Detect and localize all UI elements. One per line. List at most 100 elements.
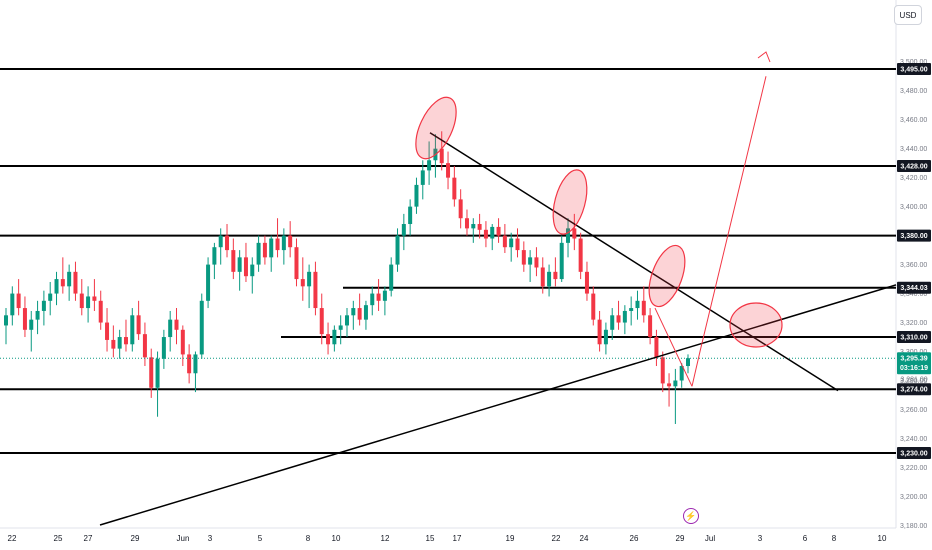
x-tick-label: 8 <box>306 534 311 543</box>
x-tick-label: 24 <box>580 534 589 543</box>
candle-body <box>16 293 21 309</box>
level-tag <box>897 331 931 344</box>
last-price-label: 3,295.39 <box>900 356 927 363</box>
level-label: 3,380.00 <box>900 233 927 240</box>
candle-body <box>616 315 621 323</box>
candle-body <box>73 271 78 294</box>
x-tick-label: 5 <box>258 534 263 543</box>
candle-body <box>35 310 40 320</box>
candle-body <box>496 226 501 236</box>
candle-body <box>395 235 400 265</box>
candle-body <box>578 238 583 272</box>
countdown-label: 03:16:19 <box>900 365 928 372</box>
candle-body <box>515 238 520 251</box>
candle-body <box>483 229 488 239</box>
candle-body <box>338 325 343 330</box>
candle-body <box>206 264 211 301</box>
candle-body <box>439 148 444 164</box>
candle-body <box>471 224 476 229</box>
highlight-ellipse <box>415 96 457 160</box>
x-tick-label: 3 <box>208 534 213 543</box>
candle-body <box>326 334 331 345</box>
candle-body <box>521 250 526 265</box>
candle-body <box>464 218 469 229</box>
y-tick-label: 3,480.00 <box>900 88 927 95</box>
candle-body <box>218 235 223 248</box>
candle-body <box>622 310 627 323</box>
candle-body <box>250 264 255 277</box>
candle-body <box>408 206 413 225</box>
x-tick-label: 19 <box>506 534 515 543</box>
y-tick-label: 3,340.00 <box>900 291 927 298</box>
x-tick-label: 27 <box>84 534 93 543</box>
x-tick-label: 22 <box>552 534 561 543</box>
projection-line <box>691 76 767 387</box>
candle-body <box>237 257 242 272</box>
candle-body <box>123 337 128 345</box>
candle-body <box>654 337 659 358</box>
x-tick-label: 29 <box>131 534 140 543</box>
x-tick-label: 6 <box>803 534 808 543</box>
candle-body <box>29 319 34 330</box>
candle-body <box>382 290 387 301</box>
candle-body <box>161 337 166 359</box>
y-tick-label: 3,460.00 <box>900 117 927 124</box>
candle-body <box>98 300 103 323</box>
level-label: 3,344.03 <box>900 285 927 292</box>
candle-body <box>641 300 646 316</box>
level-tag <box>897 383 931 396</box>
candle-body <box>540 267 545 287</box>
candle-body <box>136 315 141 335</box>
candle-body <box>269 238 274 258</box>
candle-body <box>105 322 110 340</box>
y-tick-label: 3,500.00 <box>900 59 927 66</box>
highlight-ellipse <box>648 244 686 308</box>
level-label: 3,310.00 <box>900 335 927 342</box>
candle-body <box>553 271 558 280</box>
trend-line <box>99 284 897 526</box>
trend-line <box>429 132 839 392</box>
candle-body <box>22 308 27 330</box>
candle-body <box>117 337 122 349</box>
level-label: 3,274.00 <box>900 387 927 394</box>
candle-body <box>155 358 160 388</box>
x-tick-label: 10 <box>332 534 341 543</box>
candle-body <box>591 293 596 320</box>
candle-body <box>679 366 684 381</box>
candle-body <box>660 357 665 384</box>
candle-body <box>351 308 356 316</box>
level-tag <box>897 62 931 75</box>
candle-body <box>288 235 293 248</box>
lightning-icon[interactable]: ⚡ <box>683 508 699 524</box>
candle-body <box>547 271 552 287</box>
x-tick-label: 29 <box>676 534 685 543</box>
x-tick-label: 10 <box>878 534 887 543</box>
candle-body <box>231 250 236 272</box>
candle-body <box>635 300 640 309</box>
y-tick-label: 3,180.00 <box>900 523 927 530</box>
candle-body <box>686 358 690 367</box>
level-label: 3,428.00 <box>900 164 927 171</box>
currency-button[interactable]: USD <box>894 5 922 25</box>
candle-body <box>212 247 217 265</box>
candle-body <box>629 308 634 311</box>
candle-body <box>111 339 116 349</box>
candle-body <box>667 383 672 387</box>
candle-body <box>610 315 615 330</box>
x-tick-label: Jul <box>705 534 715 543</box>
candle-body <box>603 329 608 345</box>
candle-body <box>275 238 280 251</box>
candle-body <box>92 296 97 301</box>
candle-body <box>420 170 425 185</box>
y-tick-label: 3,200.00 <box>900 494 927 501</box>
candle-body <box>193 354 198 374</box>
candle-body <box>199 300 204 355</box>
candle-body <box>174 319 179 330</box>
candle-body <box>168 319 173 338</box>
candle-body <box>60 279 65 287</box>
y-tick-label: 3,280.00 <box>900 378 927 385</box>
candle-body <box>294 247 299 280</box>
candle-body <box>313 271 318 309</box>
candle-body <box>572 228 577 239</box>
